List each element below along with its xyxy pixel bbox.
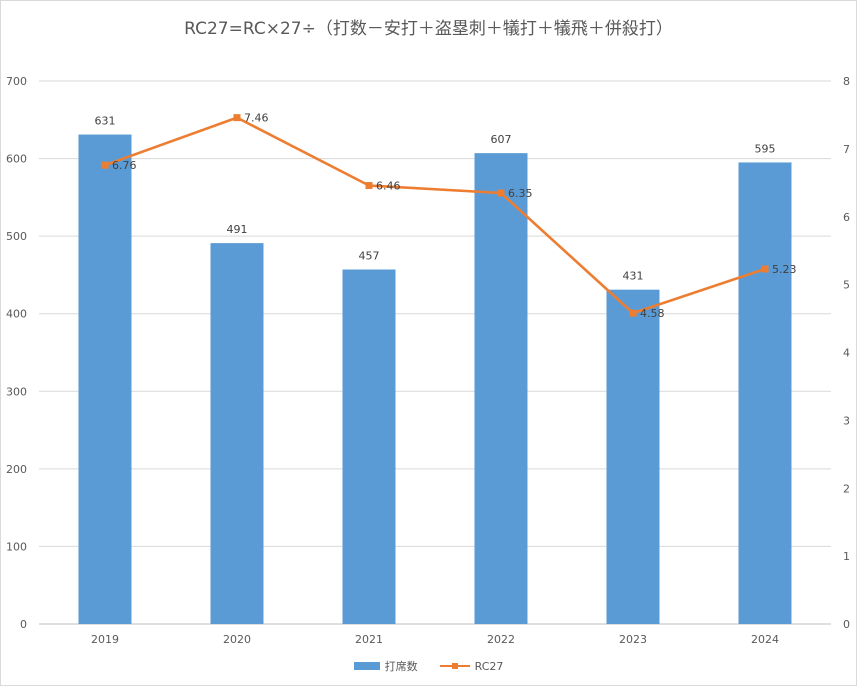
y-right-tick-label: 2	[843, 482, 850, 495]
rc27-marker	[497, 189, 505, 197]
y-right-tick-label: 6	[843, 211, 850, 224]
legend: 打席数 RC27	[0, 658, 857, 674]
y-left-tick-label: 100	[6, 540, 27, 553]
bar-data-label: 607	[491, 133, 512, 146]
y-left-tick-label: 700	[6, 75, 27, 88]
y-right-tick-label: 3	[843, 414, 850, 427]
y-right-tick-label: 4	[843, 347, 850, 360]
rc27-marker	[761, 265, 769, 273]
y-right-tick-label: 1	[843, 550, 850, 563]
bar	[738, 162, 792, 624]
chart-title: RC27=RC×27÷（打数－安打＋盗塁刺＋犠打＋犠飛＋併殺打）	[184, 19, 673, 39]
bar-data-label: 595	[755, 142, 776, 155]
y-left-tick-label: 400	[6, 308, 27, 321]
legend-bar-label: 打席数	[384, 660, 418, 673]
legend-line-label: RC27	[474, 659, 504, 673]
line-data-label: 6.76	[112, 159, 137, 172]
y-left-tick-label: 600	[6, 153, 27, 166]
y-right-tick-label: 7	[843, 143, 850, 156]
legend-item-bar: 打席数	[353, 658, 418, 674]
bar	[606, 289, 660, 624]
line-data-label: 7.46	[244, 112, 269, 125]
bar	[210, 243, 264, 625]
line-data-label: 4.58	[640, 307, 665, 320]
y-left-tick-label: 300	[6, 385, 27, 398]
bar	[342, 269, 396, 624]
rc27-marker	[365, 182, 373, 190]
rc27-line	[104, 116, 766, 315]
rc27-marker	[101, 161, 109, 169]
legend-item-line: RC27	[439, 658, 504, 674]
rc27-marker	[629, 309, 637, 317]
x-tick-label: 2019	[91, 633, 119, 646]
y-right-tick-label: 8	[843, 75, 850, 88]
x-tick-label: 2020	[223, 633, 251, 646]
y-left-tick-label: 500	[6, 230, 27, 243]
y-right-tick-label: 5	[843, 279, 850, 292]
bar	[78, 134, 132, 624]
rc27-marker	[233, 114, 241, 122]
x-tick-label: 2024	[751, 633, 779, 646]
legend-bar-swatch	[353, 662, 380, 670]
x-tick-label: 2022	[487, 633, 515, 646]
bar-data-label: 431	[623, 270, 644, 283]
y-left-tick-label: 200	[6, 463, 27, 476]
x-tick-label: 2023	[619, 633, 647, 646]
y-left-tick-label: 0	[20, 618, 27, 631]
bar-data-label: 491	[227, 223, 248, 236]
bar-data-label: 457	[359, 249, 380, 262]
bar-data-label: 631	[95, 115, 116, 128]
line-data-label: 6.46	[376, 180, 401, 193]
legend-line-swatch	[439, 662, 470, 670]
y-right-tick-label: 0	[843, 618, 850, 631]
x-tick-label: 2021	[355, 633, 383, 646]
line-data-label: 5.23	[772, 263, 797, 276]
bar	[474, 153, 528, 625]
line-data-label: 6.35	[508, 187, 533, 200]
